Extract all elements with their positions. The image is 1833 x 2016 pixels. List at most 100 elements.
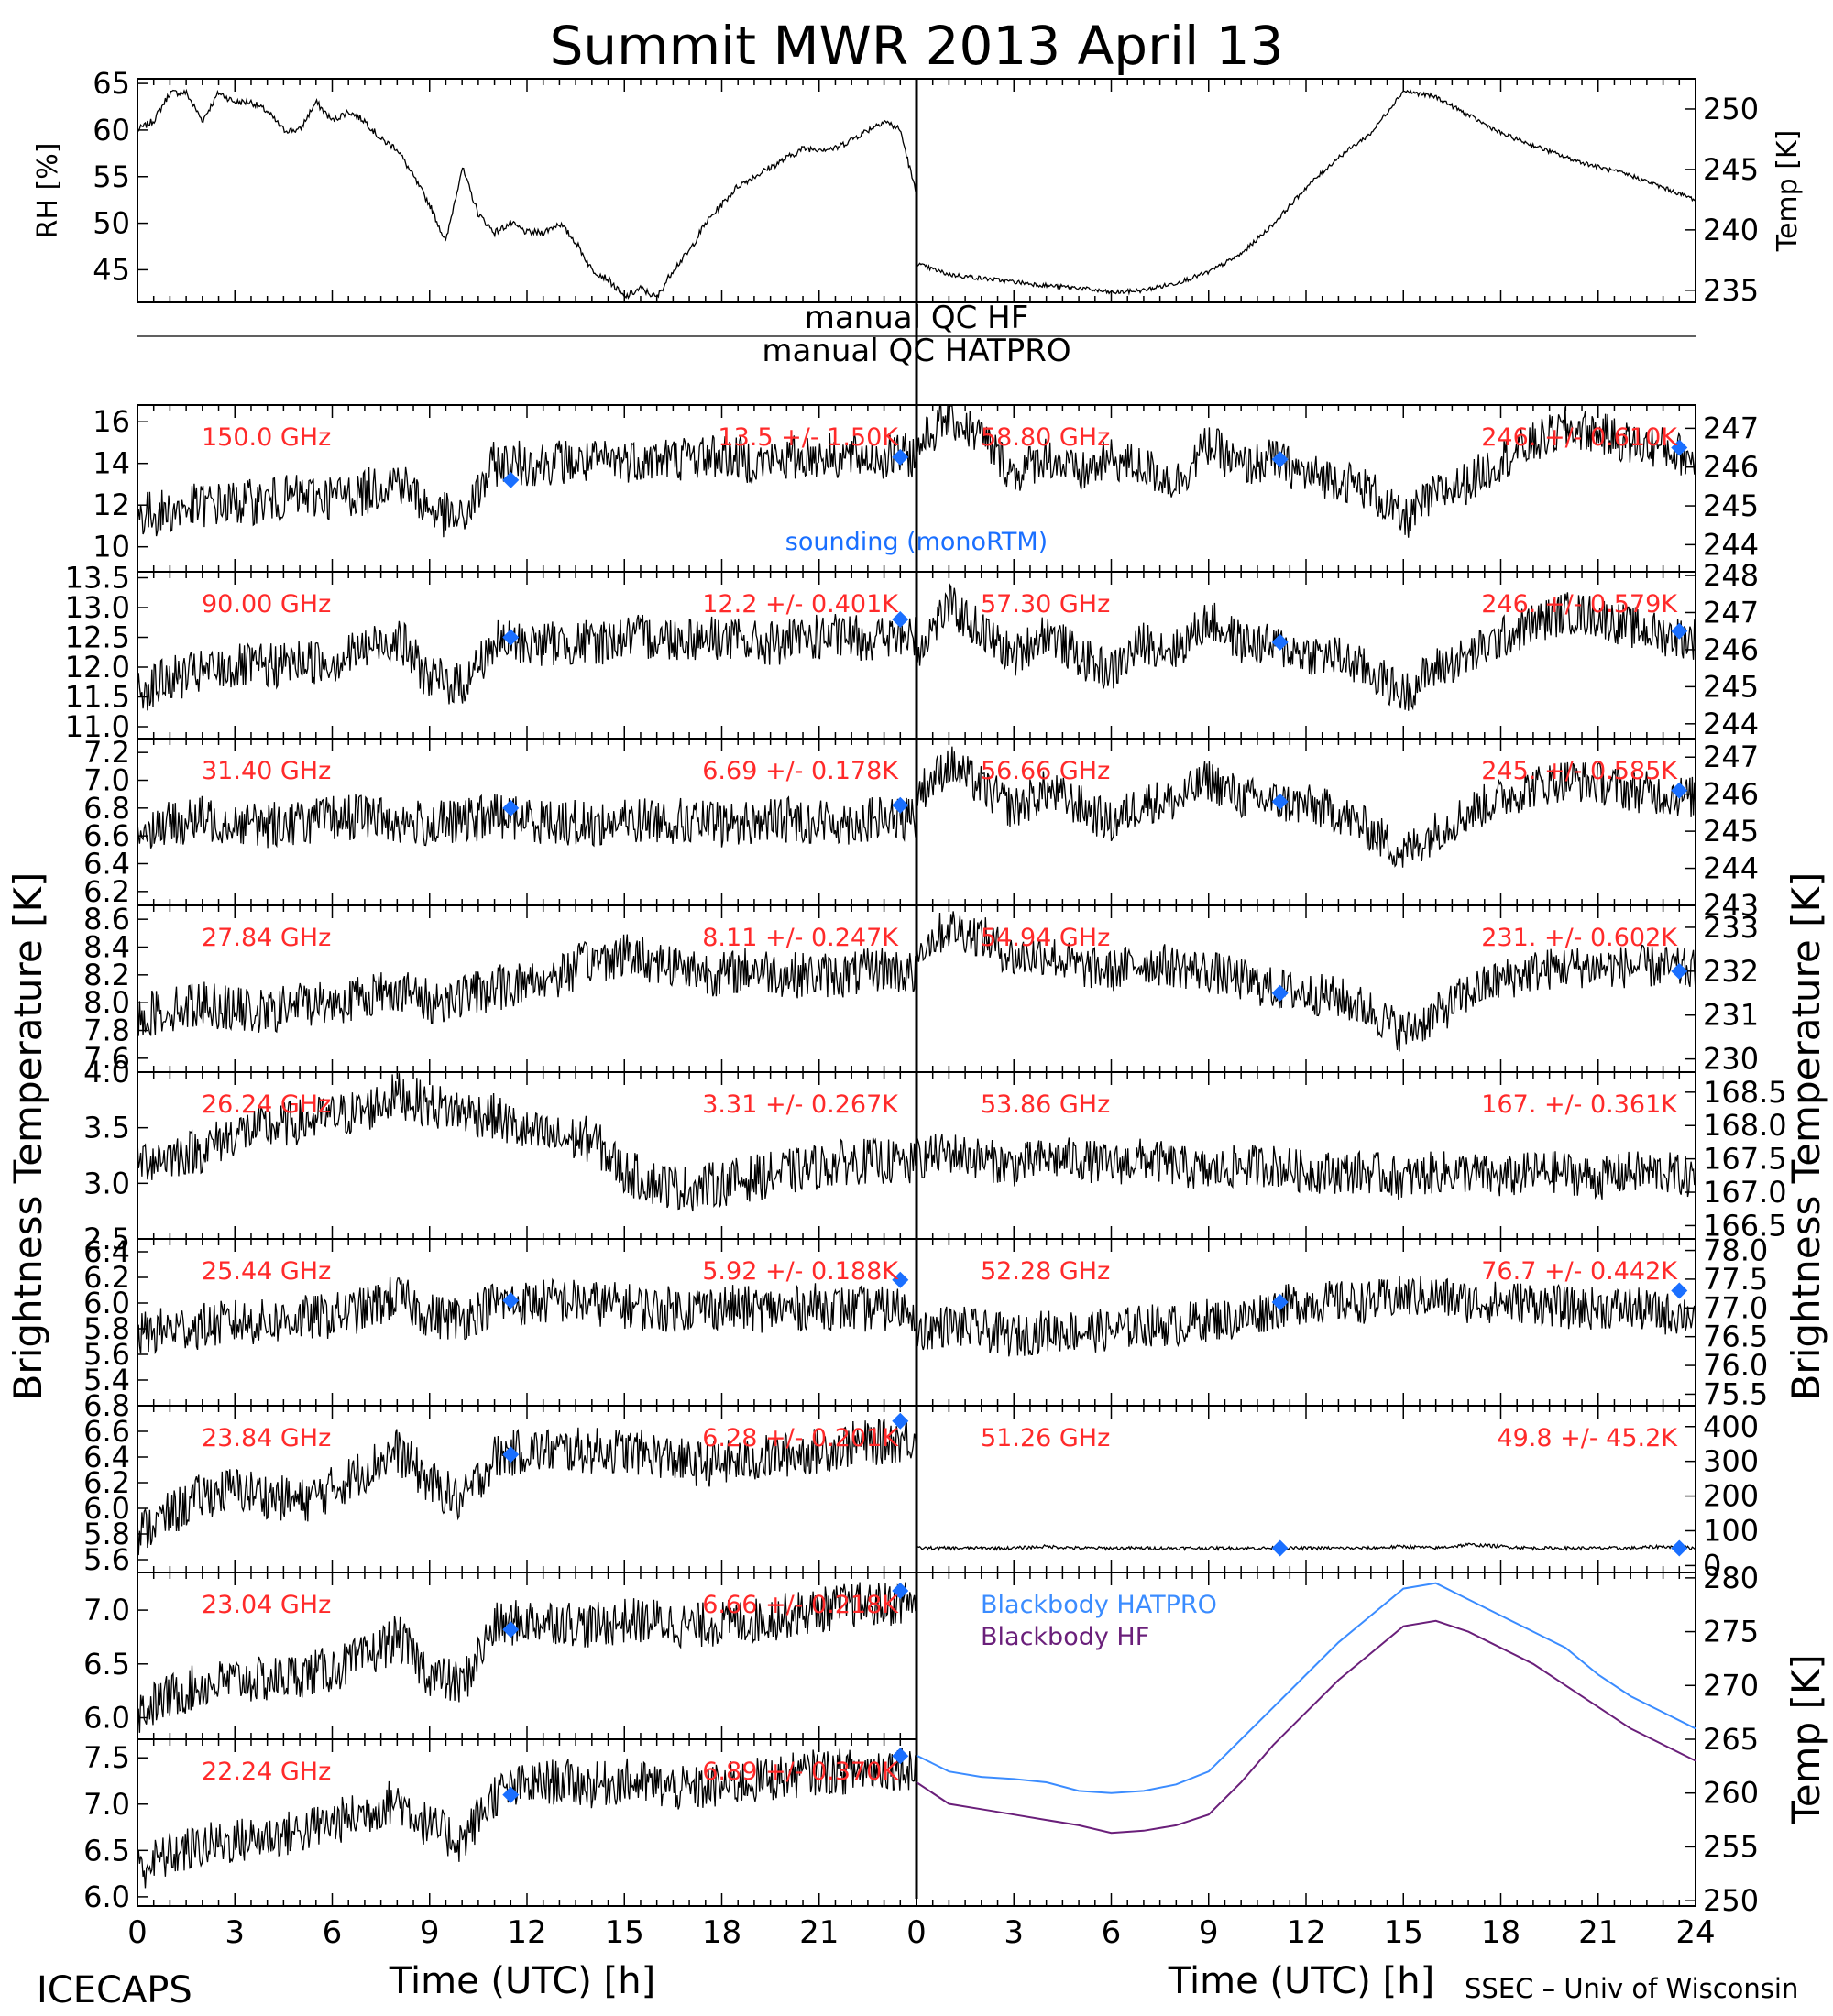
y-tick-label: 7.2: [83, 735, 130, 770]
y-tick-label: 10: [93, 530, 130, 564]
trace-23-04: [137, 1582, 917, 1733]
y-tick-label: 265: [1703, 1722, 1759, 1757]
qc-hatpro-label: manual QC HATPRO: [762, 333, 1070, 369]
y-tick-label: 12.0: [65, 650, 130, 685]
x-tick-label-right: 12: [1286, 1914, 1325, 1951]
x-tick-label-left: 6: [323, 1914, 343, 1951]
sounding-marker: [892, 1412, 909, 1430]
x-tick-label-left: 18: [702, 1914, 741, 1951]
y-tick-label: 255: [1703, 1829, 1759, 1864]
sounding-marker: [502, 1292, 520, 1309]
y-tick-label: 7.8: [83, 1013, 130, 1048]
sounding-marker: [1271, 793, 1289, 810]
channel-stat-label: 245. +/- 0.585K: [1481, 757, 1678, 785]
y-tick-label: 244: [1703, 527, 1759, 562]
legend-blackbody-hf: Blackbody HF: [981, 1623, 1149, 1651]
y-tick-label: 3.0: [83, 1166, 130, 1200]
y-tick-label: 168.5: [1703, 1075, 1787, 1110]
y-tick-label: 248: [1703, 558, 1759, 593]
ssec-label: SSEC – Univ of Wisconsin: [1465, 1973, 1798, 2004]
y-tick-label: 55: [93, 159, 130, 194]
y-tick-label: 230: [1703, 1042, 1759, 1077]
y-tick-label: 245: [1703, 814, 1759, 849]
channel-frequency-label: 26.24 GHz: [202, 1090, 331, 1119]
y-tick-label: 6.8: [83, 1388, 130, 1423]
y-tick-label: 11.5: [65, 680, 130, 715]
y-tick-label: 275: [1703, 1615, 1759, 1649]
y-tick-label: 7.6: [83, 1041, 130, 1076]
x-tick-label-right: 21: [1578, 1914, 1618, 1951]
sounding-marker: [892, 796, 909, 814]
y-tick-label: 240: [1703, 213, 1759, 247]
y-tick-label: 6.5: [83, 1647, 130, 1682]
blackbody-hatpro-line: [916, 1582, 1696, 1794]
sounding-marker: [502, 1786, 520, 1803]
x-tick-label-right: 3: [1004, 1914, 1024, 1951]
y-tick-label: 6.6: [83, 818, 130, 853]
y-tick-label: 245: [1703, 488, 1759, 523]
temp-axis-label: Temp [K]: [1772, 130, 1804, 253]
y-tick-label: 243: [1703, 888, 1759, 923]
channel-frequency-label: 27.84 GHz: [202, 924, 331, 952]
y-tick-label: 7.0: [83, 1787, 130, 1822]
channel-stat-label: 6.28 +/- 0.201K: [702, 1424, 899, 1452]
trace-52-28: [916, 1276, 1696, 1357]
x-tick-label-right: 0: [906, 1914, 927, 1951]
trace-23-84: [137, 1418, 917, 1556]
y-tick-label: 280: [1703, 1561, 1759, 1595]
channel-frequency-label: 53.86 GHz: [981, 1090, 1110, 1119]
sounding-marker: [1671, 439, 1688, 456]
channel-stat-label: 246. +/- 0.610K: [1481, 423, 1678, 452]
left-y-title: Brightness Temperature [K]: [5, 872, 50, 1401]
trace-53-86: [916, 1134, 1696, 1200]
trace-51-26: [916, 1542, 1696, 1552]
y-tick-label: 6.0: [83, 1491, 130, 1526]
y-tick-label: 100: [1703, 1514, 1759, 1549]
channel-stat-label: 6.89 +/- 0.370K: [702, 1758, 899, 1786]
y-tick-label: 50: [93, 206, 130, 241]
y-tick-label: 8.6: [83, 902, 130, 937]
channel-frequency-label: 22.24 GHz: [202, 1758, 331, 1786]
y-tick-label: 6.0: [83, 1701, 130, 1736]
blackbody-hf-line: [916, 1619, 1696, 1835]
y-tick-label: 244: [1703, 707, 1759, 741]
y-tick-label: 6.0: [83, 1879, 130, 1914]
sounding-marker: [1271, 1539, 1289, 1557]
channel-frequency-label: 31.40 GHz: [202, 757, 331, 785]
sounding-legend: sounding (monoRTM): [785, 528, 1048, 556]
y-tick-label: 6.0: [83, 1286, 130, 1320]
y-tick-label: 235: [1703, 273, 1759, 308]
y-tick-label: 12: [93, 488, 130, 522]
sounding-marker: [892, 448, 909, 466]
channel-stat-label: 231. +/- 0.602K: [1481, 924, 1678, 952]
channel-frequency-label: 52.28 GHz: [981, 1257, 1110, 1286]
y-tick-label: 247: [1703, 411, 1759, 445]
y-tick-label: 7.5: [83, 1740, 130, 1775]
y-tick-label: 6.6: [83, 1414, 130, 1449]
y-tick-label: 7.0: [83, 763, 130, 798]
y-tick-label: 5.8: [83, 1311, 130, 1346]
sounding-marker: [1671, 1539, 1688, 1557]
y-tick-label: 231: [1703, 998, 1759, 1033]
y-tick-label: 76.0: [1703, 1348, 1768, 1383]
trace-54-94: [916, 911, 1696, 1052]
channel-frequency-label: 54.94 GHz: [981, 924, 1110, 952]
y-tick-label: 247: [1703, 595, 1759, 630]
x-tick-label-left: 0: [127, 1914, 148, 1951]
sounding-marker: [892, 1271, 909, 1288]
y-tick-label: 16: [93, 404, 130, 439]
x-tick-label-right: 24: [1675, 1914, 1715, 1951]
channel-frequency-label: 58.80 GHz: [981, 423, 1110, 452]
channel-frequency-label: 51.26 GHz: [981, 1424, 1110, 1452]
y-tick-label: 13.5: [65, 561, 130, 596]
y-tick-label: 246: [1703, 632, 1759, 667]
y-tick-label: 300: [1703, 1444, 1759, 1479]
y-tick-label: 12.5: [65, 620, 130, 655]
sounding-marker: [502, 1621, 520, 1638]
trace-22-24: [137, 1748, 917, 1889]
sounding-marker: [1271, 1294, 1289, 1311]
y-tick-label: 250: [1703, 92, 1759, 126]
sounding-marker: [892, 611, 909, 628]
x-tick-label-right: 18: [1481, 1914, 1520, 1951]
